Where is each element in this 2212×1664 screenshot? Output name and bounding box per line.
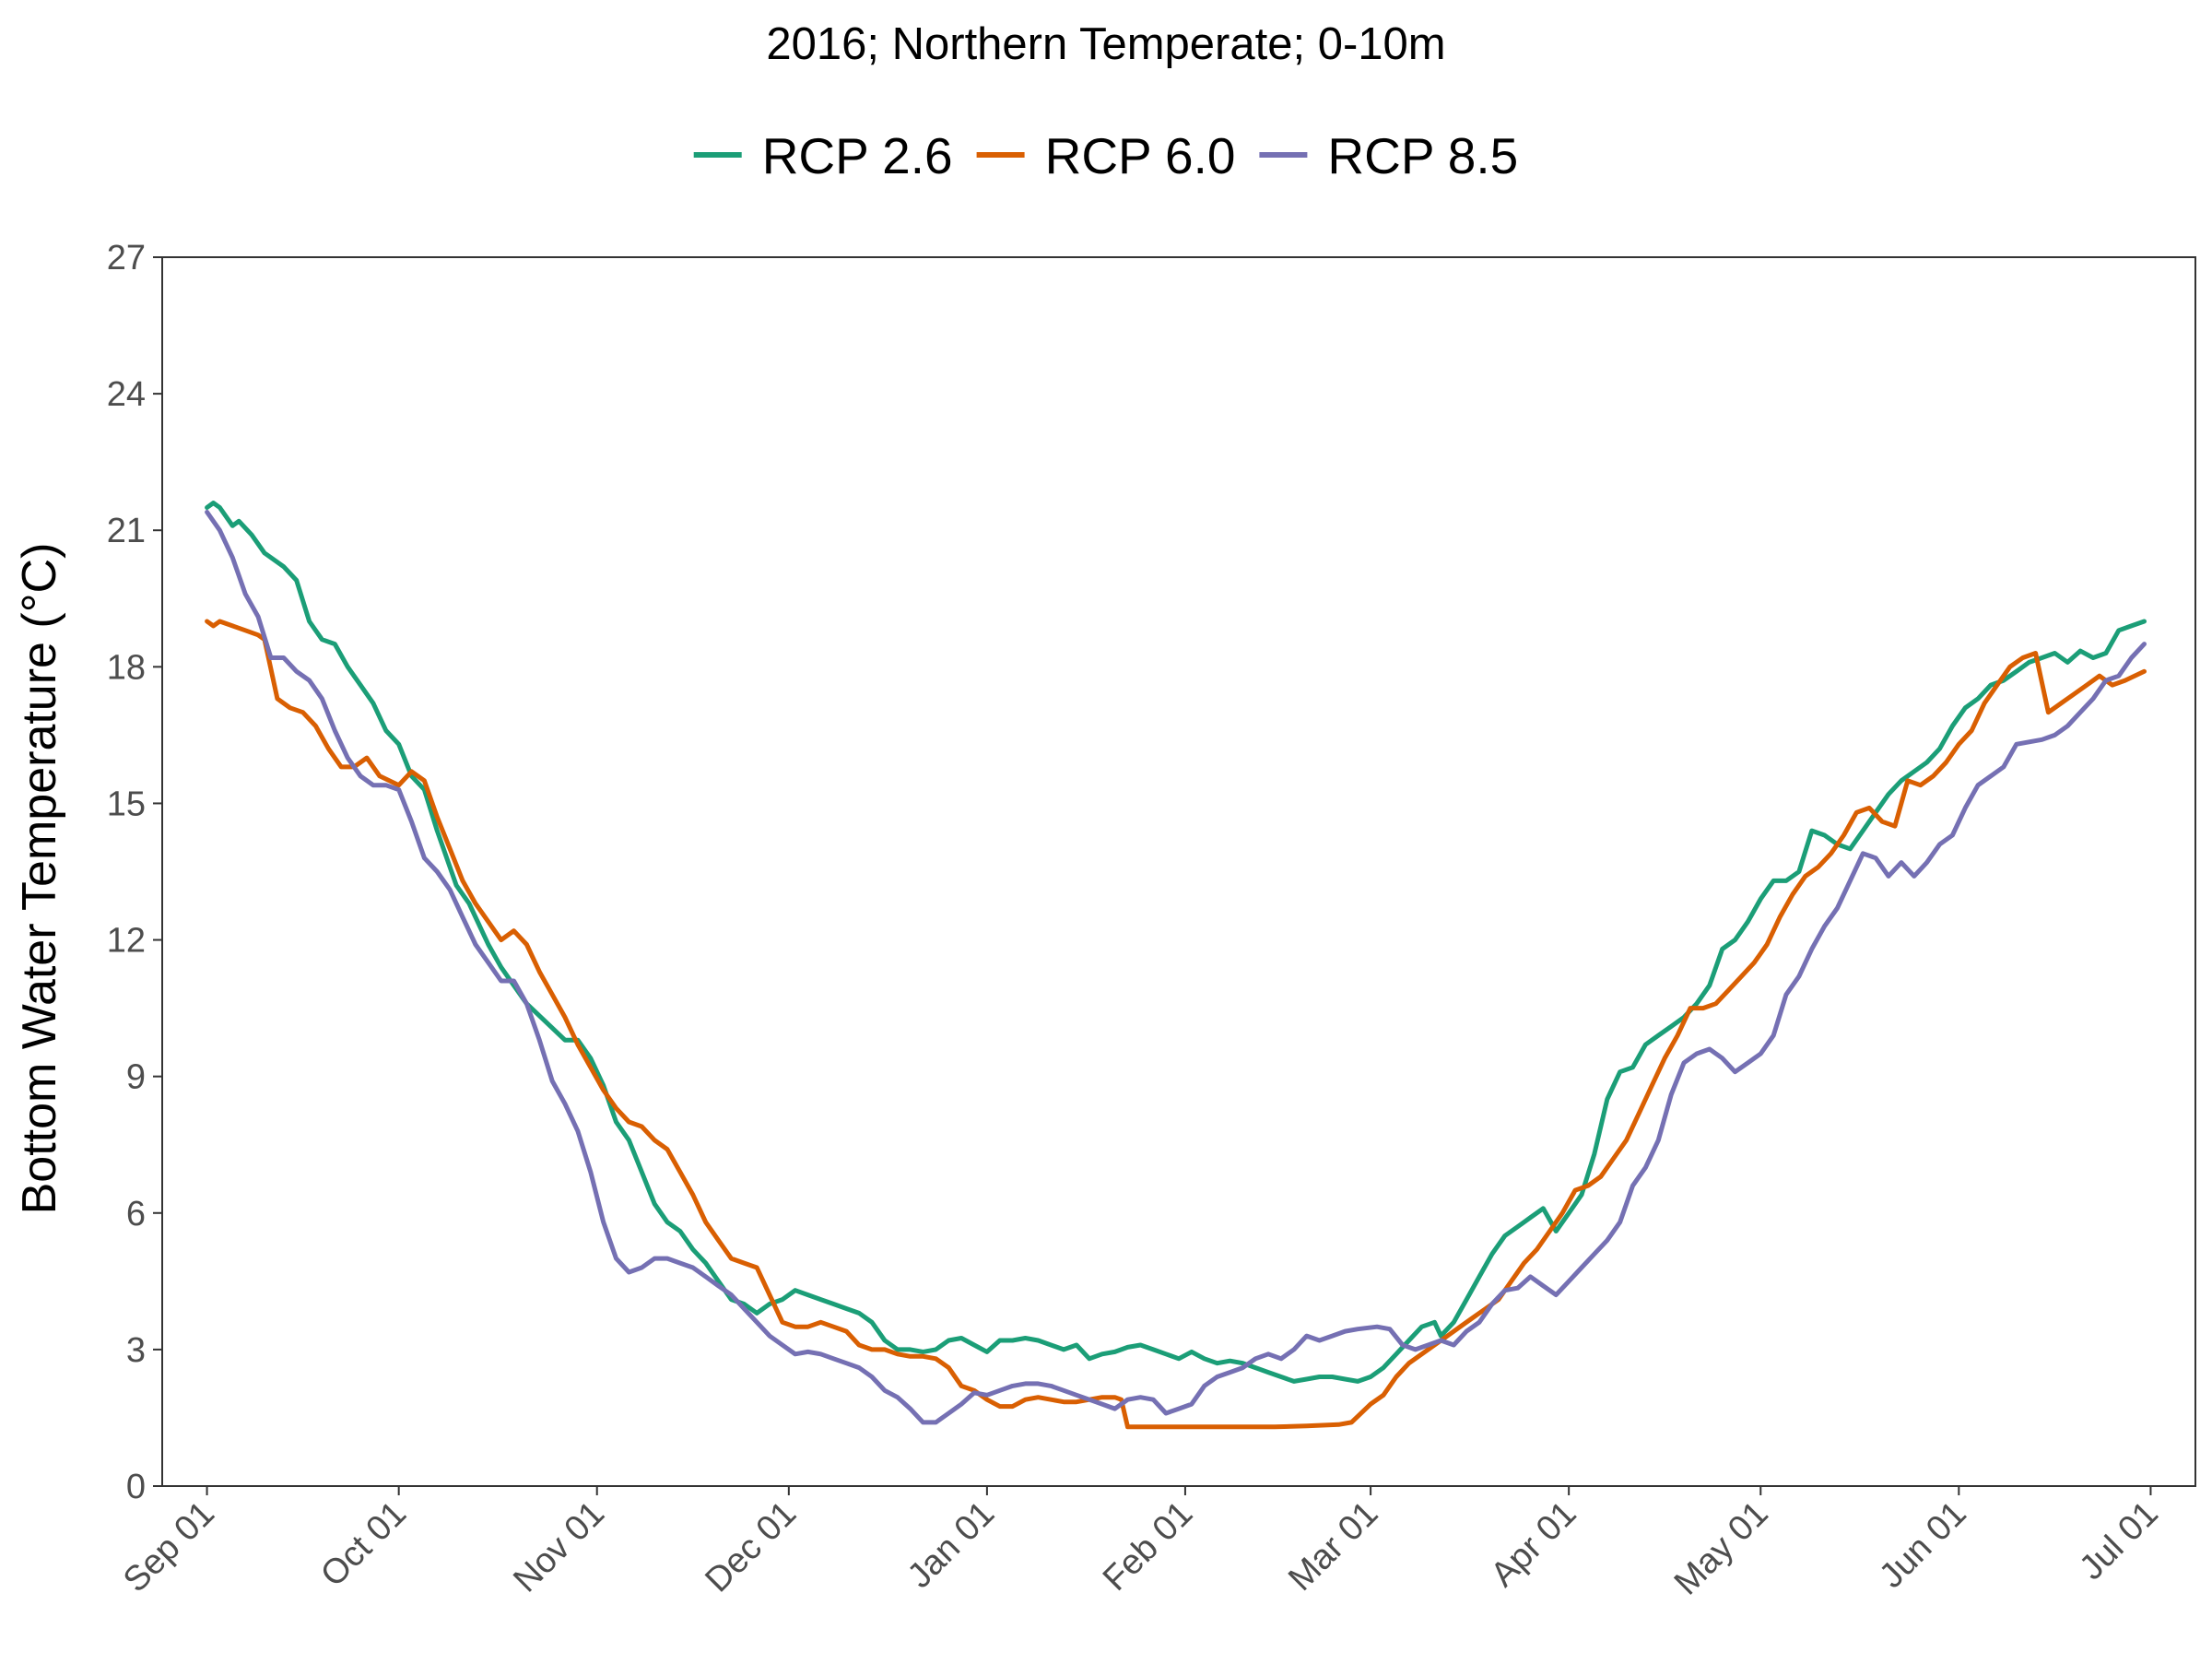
legend-item-3: RCP 8.5 xyxy=(1259,127,1518,184)
series-line-2 xyxy=(205,619,2147,1430)
y-axis-title: Bottom Water Temperature (°C) xyxy=(13,543,66,1215)
chart-title: 2016; Northern Temperate; 0-10m xyxy=(766,19,1445,69)
y-tick-label: 27 xyxy=(107,239,146,277)
x-tick-label: Jun 01 xyxy=(1872,1494,1973,1596)
legend-label: RCP 8.5 xyxy=(1327,127,1518,184)
plot-border xyxy=(161,256,2196,1487)
y-tick-label: 3 xyxy=(126,1331,146,1370)
x-tick-label: Apr 01 xyxy=(1484,1494,1584,1595)
legend-item-2: RCP 6.0 xyxy=(976,127,1236,184)
legend-item-1: RCP 2.6 xyxy=(693,127,953,184)
series-line-1 xyxy=(205,501,2147,1384)
legend-label: RCP 2.6 xyxy=(762,127,953,184)
x-tick-label: Sep 01 xyxy=(116,1494,222,1600)
legend: RCP 2.6 RCP 6.0 RCP 8.5 xyxy=(693,127,1518,184)
y-tick-label: 0 xyxy=(126,1468,146,1506)
y-tick-label: 12 xyxy=(107,922,146,961)
y-tick-label: 15 xyxy=(107,785,146,823)
x-tick-label: Jul 01 xyxy=(2072,1494,2165,1587)
y-tick-label: 21 xyxy=(107,512,146,550)
y-tick-label: 24 xyxy=(107,375,146,414)
x-tick-label: Dec 01 xyxy=(698,1494,804,1600)
x-tick-label: May 01 xyxy=(1667,1494,1776,1603)
x-tick-label: Oct 01 xyxy=(313,1494,414,1595)
x-tick-label: Nov 01 xyxy=(506,1494,612,1600)
x-tick-label: Mar 01 xyxy=(1281,1494,1385,1599)
plot-area: 0 3 6 9 12 15 18 21 24 27 Sep 01 Oct 01 Nov 01 Dec 01… xyxy=(107,239,2196,1603)
series-line-3 xyxy=(205,510,2147,1425)
x-tick-label: Feb 01 xyxy=(1096,1494,1200,1599)
legend-label: RCP 6.0 xyxy=(1045,127,1236,184)
y-tick-label: 9 xyxy=(126,1058,146,1097)
y-tick-label: 18 xyxy=(107,648,146,687)
y-tick-label: 6 xyxy=(126,1195,146,1233)
x-tick-label: Jan 01 xyxy=(900,1494,1002,1596)
